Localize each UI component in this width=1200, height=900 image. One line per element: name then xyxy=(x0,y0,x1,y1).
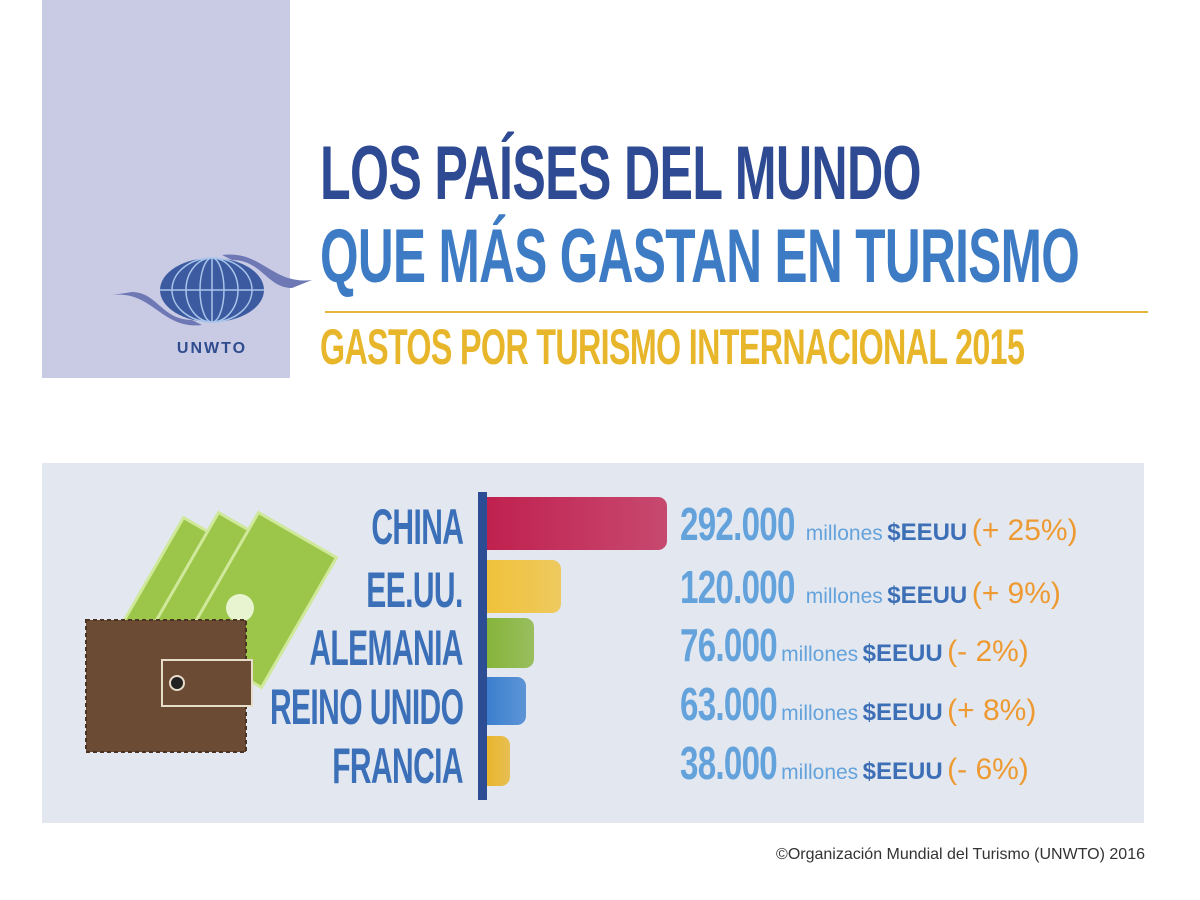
change-label: (+ 8%) xyxy=(947,694,1037,727)
value-label: 38.000 millones $EEUU (- 6%) xyxy=(680,738,1029,800)
value-number: 38.000 xyxy=(680,737,778,789)
copyright: ©Organización Mundial del Turismo (UNWTO… xyxy=(776,846,1145,863)
category-label: REINO UNIDO xyxy=(269,679,464,735)
change-label: (- 2%) xyxy=(947,635,1029,668)
currency-label: $EEUU xyxy=(862,640,943,667)
category-label: FRANCIA xyxy=(332,738,463,794)
wallet-icon xyxy=(85,510,339,753)
change-label: (+ 9%) xyxy=(971,577,1061,610)
divider xyxy=(325,311,1148,313)
title-line-1: LOS PAÍSES DEL MUNDO xyxy=(320,131,922,216)
currency-label: $EEUU xyxy=(887,519,968,546)
logo-panel: UNWTO xyxy=(42,0,312,378)
value-number: 120.000 xyxy=(680,561,795,613)
value-number: 63.000 xyxy=(680,678,778,730)
currency-label: $EEUU xyxy=(862,758,943,785)
unit-label: millones xyxy=(805,585,883,608)
bar xyxy=(487,560,561,613)
unwto-logo: UNWTO xyxy=(112,240,312,360)
category-label: ALEMANIA xyxy=(309,620,463,676)
value-label: 63.000 millones $EEUU (+ 8%) xyxy=(680,679,1036,741)
change-label: (- 6%) xyxy=(947,753,1029,786)
value-number: 76.000 xyxy=(680,619,778,671)
value-label: 76.000 millones $EEUU (- 2%) xyxy=(680,620,1029,682)
currency-label: $EEUU xyxy=(887,582,968,609)
unit-label: millones xyxy=(805,522,883,545)
value-number: 292.000 xyxy=(680,498,795,550)
title-line-2: QUE MÁS GASTAN EN TURISMO xyxy=(320,214,1080,299)
category-label: CHINA xyxy=(371,499,464,555)
subtitle: GASTOS POR TURISMO INTERNACIONAL 2015 xyxy=(320,319,1025,375)
change-label: (+ 25%) xyxy=(971,514,1078,547)
chart-axis xyxy=(478,492,487,800)
currency-label: $EEUU xyxy=(862,699,943,726)
value-label: 292.000 millones $EEUU (+ 25%) xyxy=(680,499,1078,561)
bar xyxy=(487,497,667,550)
unit-label: millones xyxy=(781,643,859,666)
unit-label: millones xyxy=(781,702,859,725)
logo-text: UNWTO xyxy=(176,340,248,357)
unit-label: millones xyxy=(781,761,859,784)
bar xyxy=(487,736,511,786)
bar xyxy=(487,618,534,668)
globe-icon xyxy=(112,254,312,326)
value-label: 120.000 millones $EEUU (+ 9%) xyxy=(680,562,1061,624)
bar xyxy=(487,677,526,725)
category-label: EE.UU. xyxy=(366,562,464,618)
